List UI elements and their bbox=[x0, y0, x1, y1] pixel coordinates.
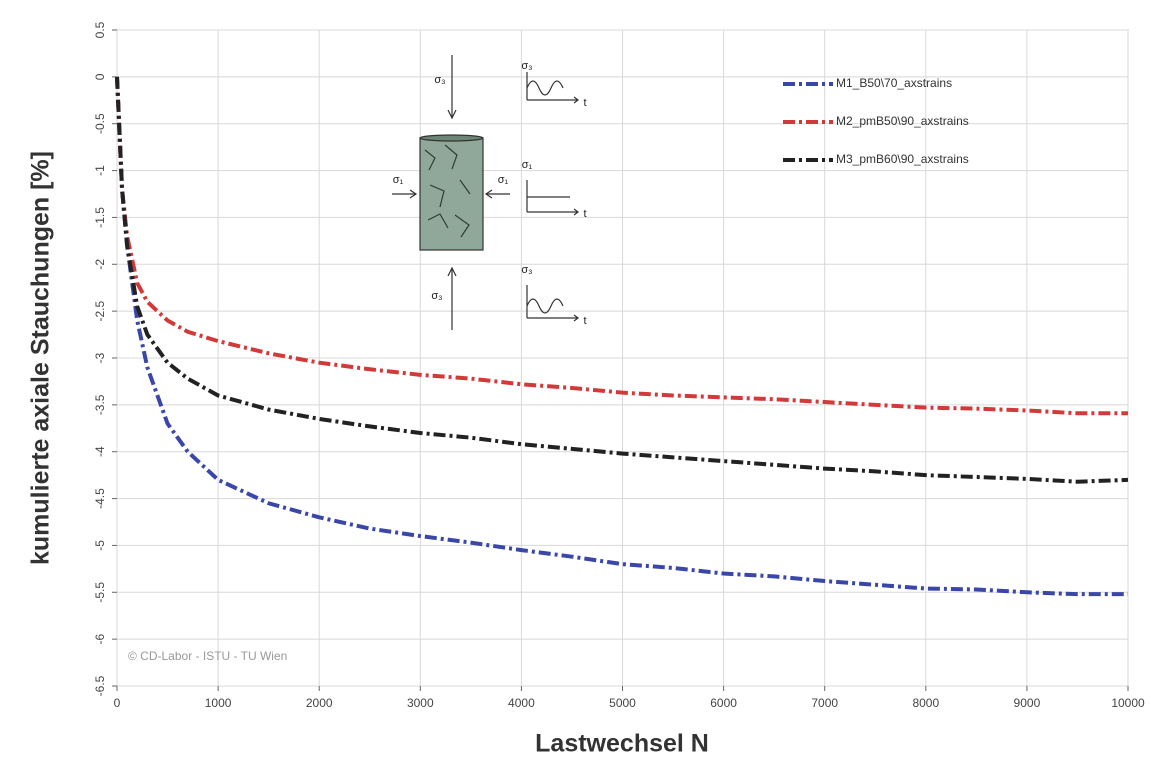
y-tick-label: -2.5 bbox=[93, 300, 107, 321]
x-tick-label: 0 bbox=[114, 696, 121, 710]
inset-diagram bbox=[392, 55, 579, 330]
legend: M1_B50\70_axstrains M2_pmB50\90_axstrains… bbox=[783, 76, 969, 166]
y-tick-label: 0 bbox=[93, 73, 107, 80]
inset-label: t bbox=[583, 208, 586, 220]
x-tick-label: 9000 bbox=[1014, 696, 1041, 710]
x-tick-label: 2000 bbox=[306, 696, 333, 710]
grid bbox=[116, 29, 1129, 687]
x-axis-label: Lastwechsel N bbox=[535, 730, 709, 758]
y-tick-label: -5 bbox=[93, 540, 107, 551]
y-tick-label: -2 bbox=[93, 259, 107, 270]
inset-label: σ₃ bbox=[521, 264, 532, 276]
y-tick-label: -4.5 bbox=[93, 488, 107, 509]
x-tick-label: 10000 bbox=[1111, 696, 1145, 710]
legend-label: M3_pmB60\90_axstrains bbox=[836, 152, 969, 166]
inset-label: σ₁ bbox=[393, 174, 404, 186]
y-tick-label: -4 bbox=[93, 446, 107, 457]
x-tick-label: 6000 bbox=[710, 696, 737, 710]
y-tick-label: -6 bbox=[93, 633, 107, 644]
y-tick-label: -1 bbox=[93, 165, 107, 176]
inset-label: σ₃ bbox=[521, 60, 532, 72]
y-tick-label: -0.5 bbox=[93, 113, 107, 134]
y-tick-label: -6.5 bbox=[93, 675, 107, 696]
y-tick-label: 0.5 bbox=[93, 21, 107, 38]
inset-label: σ₃ bbox=[431, 290, 442, 302]
inset-label: t bbox=[583, 315, 586, 327]
x-tick-label: 7000 bbox=[811, 696, 838, 710]
y-tick-label: -5.5 bbox=[93, 582, 107, 603]
x-tick-label: 5000 bbox=[609, 696, 636, 710]
x-tick-label: 4000 bbox=[508, 696, 535, 710]
series-line bbox=[115, 76, 1128, 597]
y-tick-label: -1.5 bbox=[93, 207, 107, 228]
legend-label: M1_B50\70_axstrains bbox=[836, 76, 952, 90]
y-tick-label: -3 bbox=[93, 352, 107, 363]
y-axis-label: kumulierte axiale Stauchungen [%] bbox=[27, 151, 55, 565]
x-tick-label: 3000 bbox=[407, 696, 434, 710]
inset-label: σ₁ bbox=[522, 159, 533, 171]
x-tick-label: 8000 bbox=[912, 696, 939, 710]
y-tick-label: -3.5 bbox=[93, 394, 107, 415]
series-line bbox=[115, 76, 1128, 416]
legend-label: M2_pmB50\90_axstrains bbox=[836, 114, 969, 128]
inset-label: σ₁ bbox=[498, 174, 509, 186]
inset-label: t bbox=[583, 97, 586, 109]
inset-label: σ₃ bbox=[434, 74, 445, 86]
watermark: © CD-Labor - ISTU - TU Wien bbox=[128, 649, 287, 663]
series-line bbox=[115, 76, 1129, 484]
x-tick-label: 1000 bbox=[205, 696, 232, 710]
